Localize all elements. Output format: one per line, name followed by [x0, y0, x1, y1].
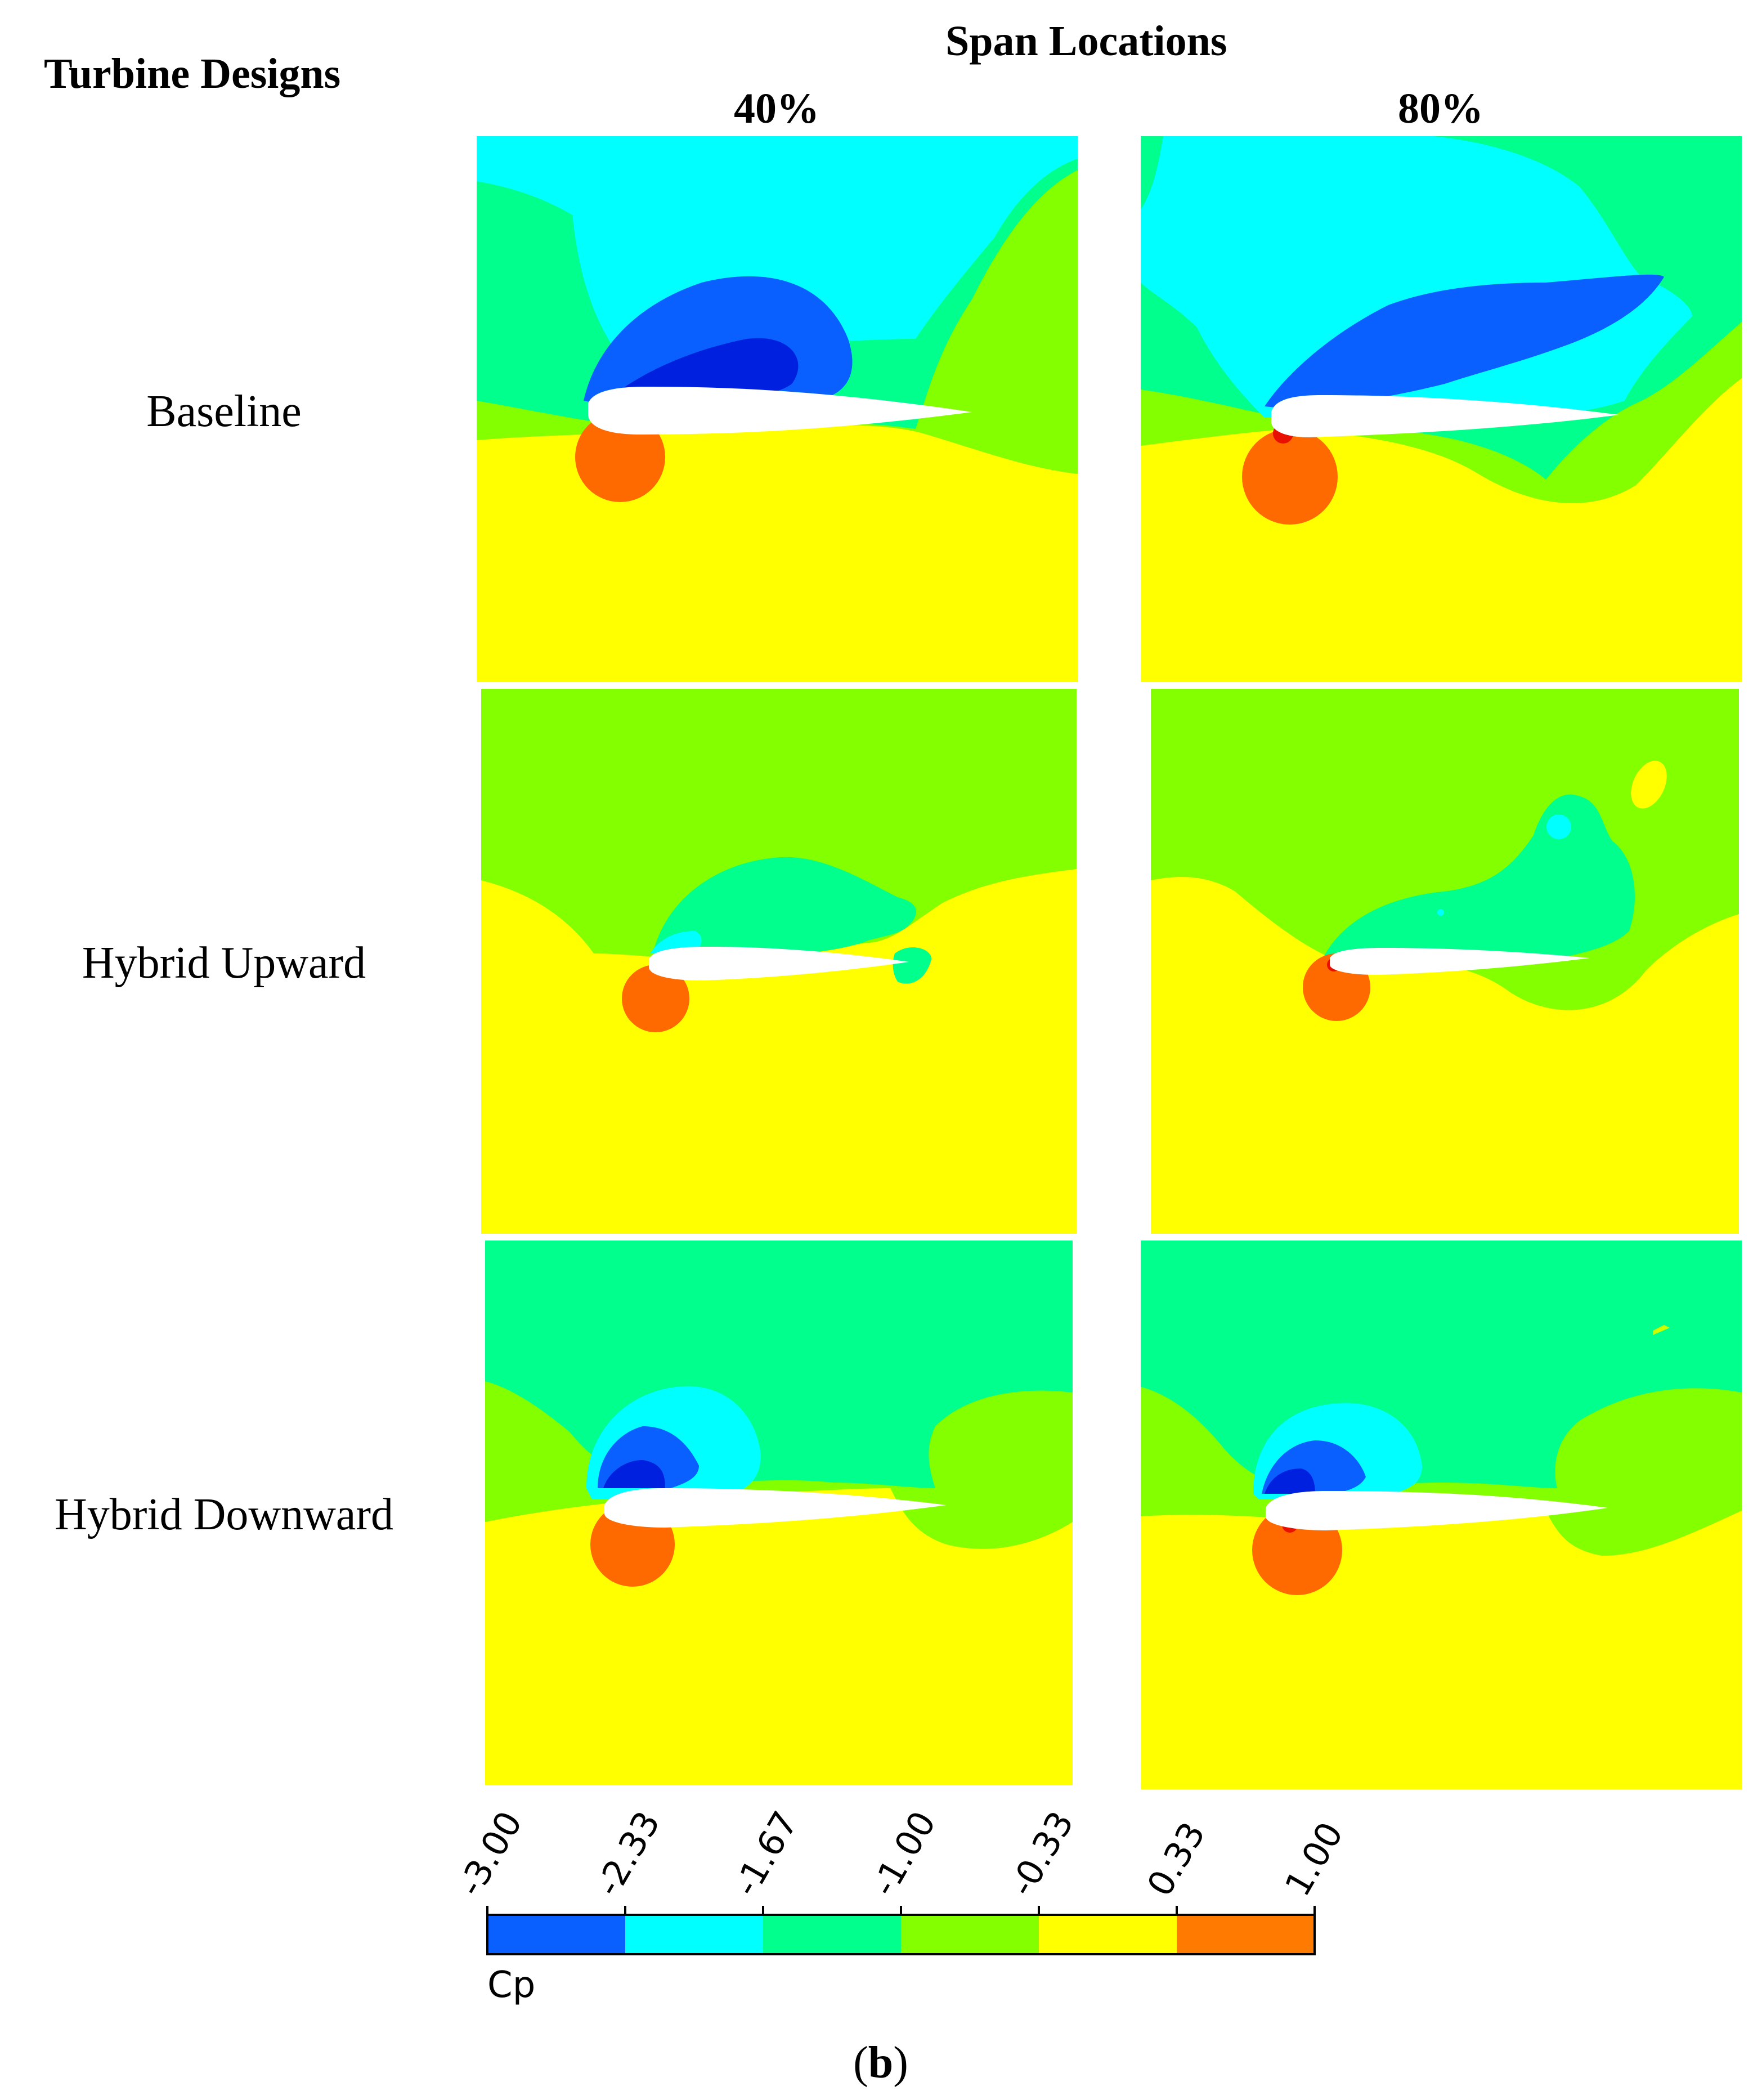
contour-hybrid-upward-40: [481, 689, 1077, 1234]
caption-letter: b: [868, 2038, 894, 2088]
row-title: Turbine Designs: [44, 50, 341, 97]
colorbar-tick-label: 1.00: [1276, 1815, 1352, 1903]
row-label-hybrid-upward: Hybrid Upward: [82, 938, 366, 988]
col-title: Span Locations: [945, 17, 1227, 65]
row-label-hybrid-downward: Hybrid Downward: [54, 1490, 394, 1539]
colorbar-swatch: [1039, 1915, 1177, 1954]
colorbar-tick-label: 0.33: [1138, 1815, 1214, 1903]
colorbar: [486, 1906, 1316, 1955]
colorbar-swatch: [625, 1915, 764, 1954]
contour-baseline-80: [1141, 136, 1742, 682]
colorbar-swatch: [901, 1915, 1039, 1954]
col-label-40: 40%: [734, 85, 819, 132]
caption-open: (: [853, 2038, 868, 2088]
colorbar-variable-label: Cp: [487, 1964, 536, 2006]
contour-baseline-40: [477, 136, 1078, 682]
colorbar-tick-label: -1.00: [863, 1804, 944, 1903]
colorbar-swatch: [763, 1915, 902, 1954]
contour-hybrid-upward-80: [1151, 689, 1739, 1234]
contour-hybrid-downward-80: [1141, 1241, 1742, 1789]
figure-caption: (b): [853, 2038, 908, 2089]
col-label-80: 80%: [1398, 85, 1483, 132]
caption-close: ): [893, 2038, 908, 2088]
colorbar-tick-label: -2.33: [587, 1804, 669, 1903]
colorbar-tick-label: -0.33: [1001, 1804, 1082, 1903]
contour-hybrid-downward-40: [485, 1241, 1073, 1785]
colorbar-swatch: [487, 1915, 626, 1954]
colorbar-swatch: [1177, 1915, 1315, 1954]
colorbar-tick-label: -1.67: [725, 1804, 806, 1903]
colorbar-tick-label: -3.00: [449, 1804, 531, 1903]
row-label-baseline: Baseline: [146, 387, 302, 436]
